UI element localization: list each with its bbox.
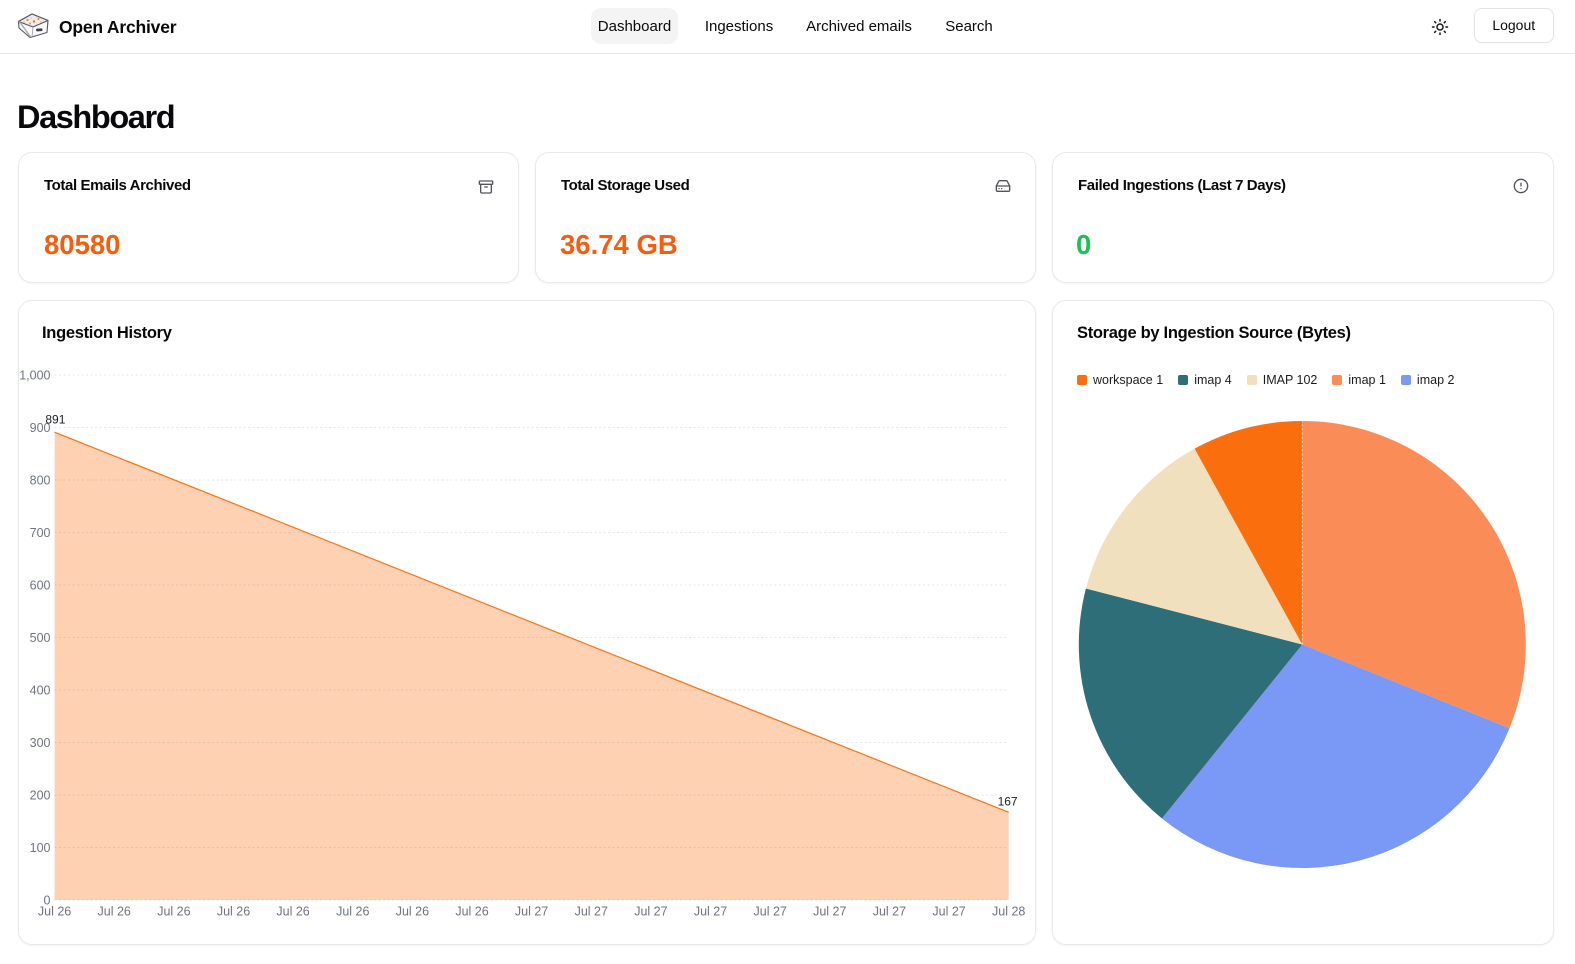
svg-text:Jul 28: Jul 28 (992, 905, 1025, 919)
svg-text:1,000: 1,000 (19, 369, 50, 383)
svg-text:Jul 27: Jul 27 (813, 905, 846, 919)
svg-text:0: 0 (44, 894, 51, 908)
svg-text:Jul 27: Jul 27 (515, 905, 548, 919)
svg-text:Jul 26: Jul 26 (217, 905, 250, 919)
svg-text:200: 200 (30, 789, 51, 803)
svg-text:700: 700 (30, 526, 51, 540)
svg-text:891: 891 (45, 413, 65, 427)
svg-text:Jul 27: Jul 27 (754, 905, 787, 919)
svg-text:500: 500 (30, 631, 51, 645)
svg-text:600: 600 (30, 579, 51, 593)
svg-text:Jul 27: Jul 27 (694, 905, 727, 919)
svg-text:400: 400 (30, 684, 51, 698)
svg-text:Jul 26: Jul 26 (455, 905, 488, 919)
svg-text:167: 167 (998, 794, 1018, 808)
svg-text:800: 800 (30, 474, 51, 488)
svg-text:100: 100 (30, 841, 51, 855)
svg-text:Jul 27: Jul 27 (932, 905, 965, 919)
svg-text:Jul 26: Jul 26 (396, 905, 429, 919)
svg-text:Jul 27: Jul 27 (873, 905, 906, 919)
svg-text:300: 300 (30, 736, 51, 750)
svg-text:Jul 26: Jul 26 (38, 905, 71, 919)
svg-text:Jul 27: Jul 27 (575, 905, 608, 919)
svg-text:Jul 26: Jul 26 (157, 905, 190, 919)
svg-text:Jul 26: Jul 26 (98, 905, 131, 919)
svg-text:Jul 26: Jul 26 (276, 905, 309, 919)
svg-text:Jul 26: Jul 26 (336, 905, 369, 919)
svg-text:900: 900 (30, 421, 51, 435)
svg-text:Jul 27: Jul 27 (634, 905, 667, 919)
